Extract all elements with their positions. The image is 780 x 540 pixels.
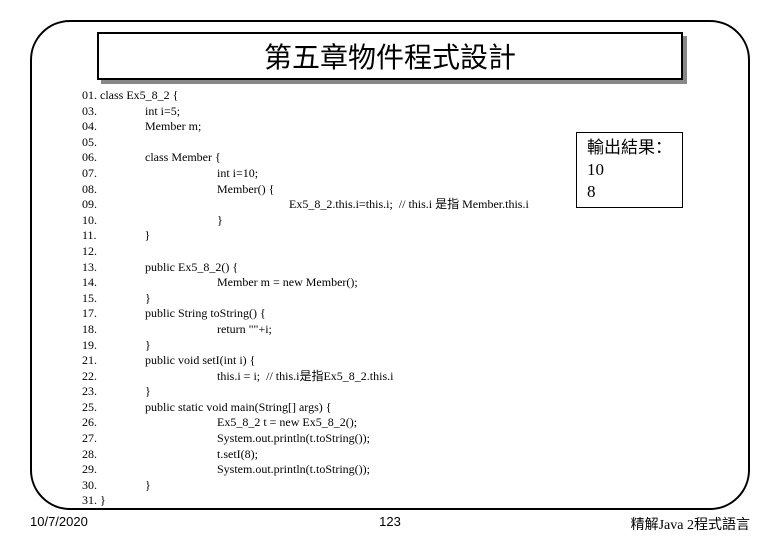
footer-page: 123 — [379, 514, 401, 529]
output-box: 輸出結果： 10 8 — [576, 132, 683, 208]
footer: 10/7/2020 123 精解Java 2程式語言 — [0, 514, 780, 534]
output-line-2: 8 — [587, 181, 672, 203]
output-line-1: 10 — [587, 159, 672, 181]
footer-book: 精解Java 2程式語言 — [631, 514, 750, 534]
chapter-title: 第五章物件程式設計 — [99, 34, 680, 78]
footer-date: 10/7/2020 — [30, 514, 88, 534]
output-label: 輸出結果： — [587, 137, 672, 159]
title-box: 第五章物件程式設計 — [97, 32, 682, 80]
slide-frame: 第五章物件程式設計 01. class Ex5_8_2 { 03. int i=… — [30, 20, 750, 510]
